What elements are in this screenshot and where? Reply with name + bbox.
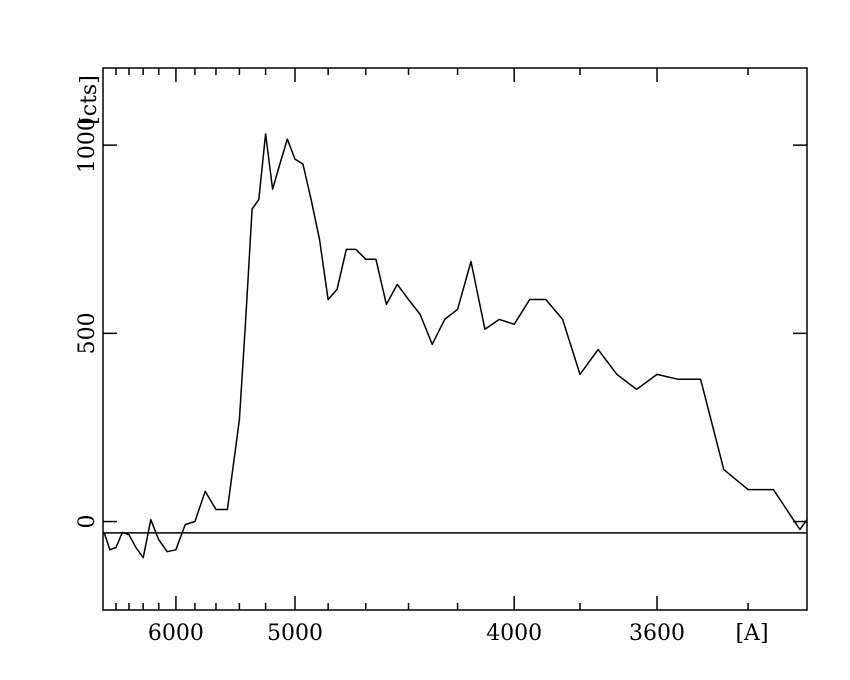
y-tick-label: 1000 bbox=[75, 117, 100, 173]
spectrum-line bbox=[103, 133, 808, 559]
x-tick-label: 5000 bbox=[267, 621, 323, 646]
y-axis-label: [cts] bbox=[77, 75, 102, 125]
x-axis-label: [A] bbox=[735, 621, 768, 646]
x-tick-label: 4000 bbox=[486, 621, 542, 646]
y-tick-label: 500 bbox=[75, 312, 100, 354]
y-tick-label: 0 bbox=[75, 515, 100, 529]
plot-frame bbox=[102, 67, 808, 611]
x-tick-label: 6000 bbox=[148, 621, 204, 646]
x-tick-label: 3600 bbox=[629, 621, 685, 646]
